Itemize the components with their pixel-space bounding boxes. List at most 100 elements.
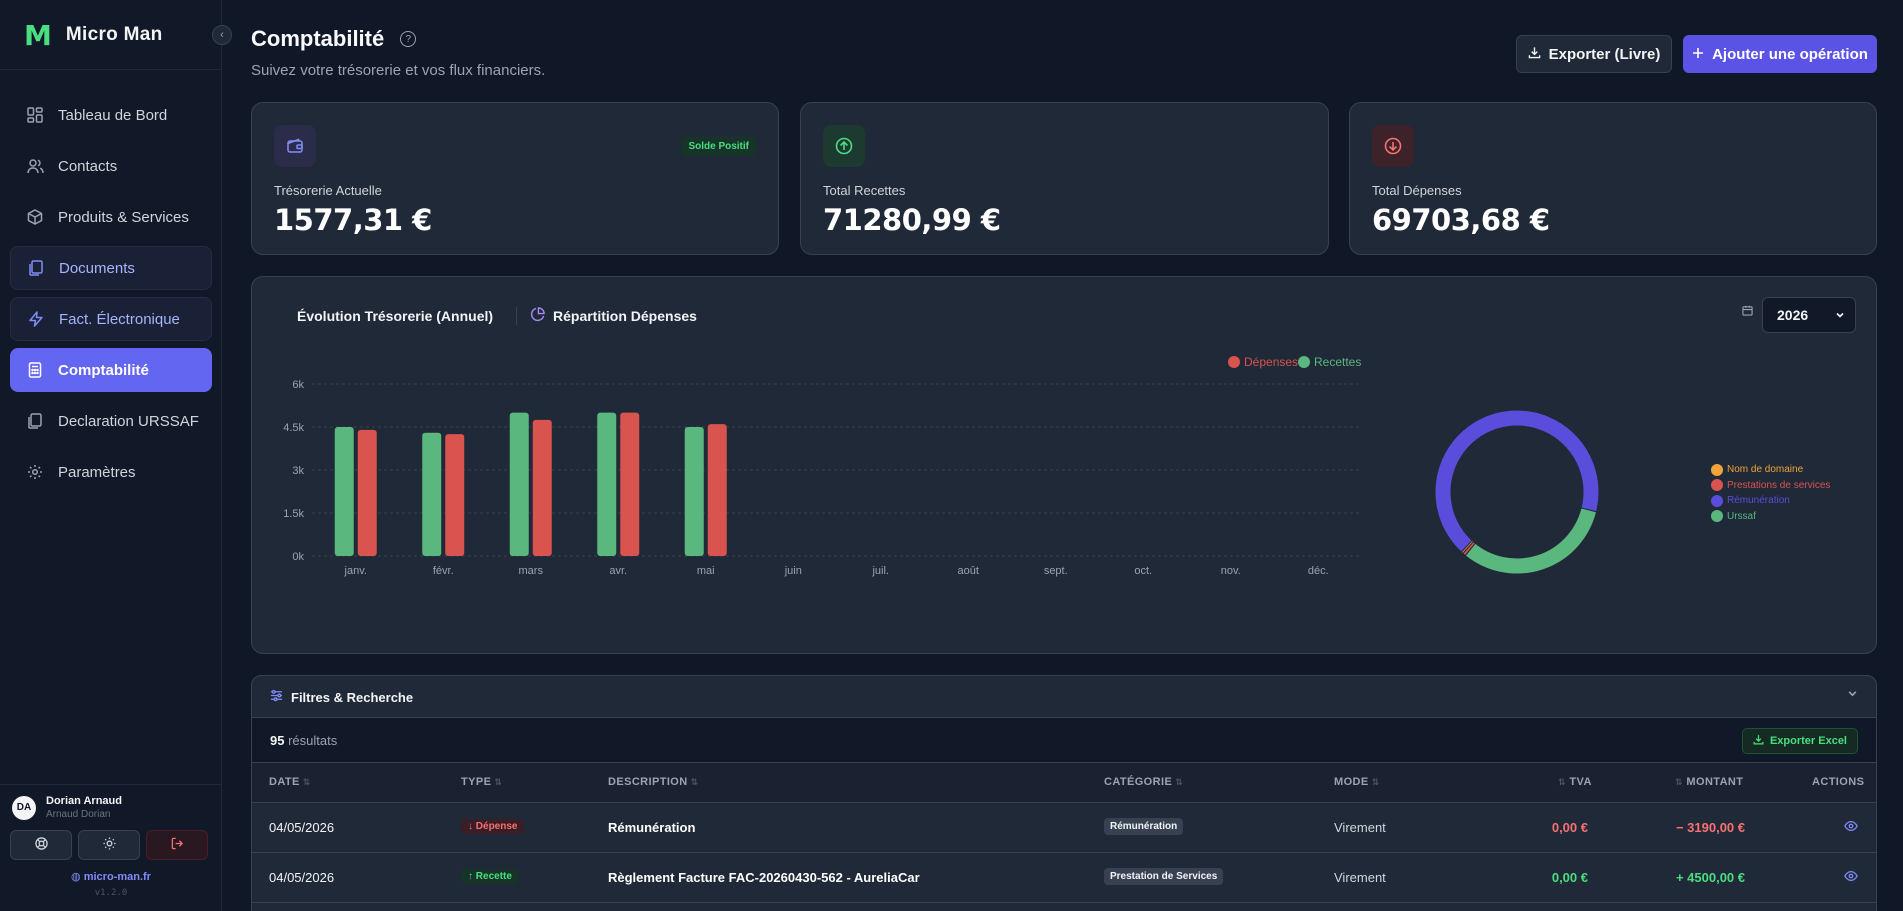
- logout-button[interactable]: [146, 830, 208, 860]
- sidebar-item-e-invoice[interactable]: Fact. Électronique: [10, 297, 212, 341]
- export-excel-button[interactable]: Exporter Excel: [1741, 728, 1858, 754]
- user-name: Dorian Arnaud: [46, 795, 122, 807]
- dashboard-icon: [26, 106, 44, 124]
- theme-toggle-button[interactable]: [78, 830, 140, 860]
- site-link[interactable]: ◍ micro-man.fr: [0, 870, 222, 883]
- operations-table: DATE ⇅ TYPE ⇅ DESCRIPTION ⇅ CATÉGORIE ⇅ MODE…: [251, 763, 1877, 911]
- category-badge: Prestation de Services: [1104, 868, 1224, 885]
- arrow-down-circle-icon: [1372, 125, 1414, 167]
- calculator-icon: [26, 361, 44, 379]
- sidebar-item-label: Declaration URSSAF: [58, 412, 199, 430]
- divider: [0, 784, 222, 785]
- table-row[interactable]: 04/05/2026 ↑ Recette Règlement Facture F…: [252, 853, 1876, 903]
- y-tick-label: 3k: [292, 465, 304, 477]
- arrow-up-circle-icon: [823, 125, 865, 167]
- column-header-tva[interactable]: ⇅ TVA: [1555, 776, 1592, 788]
- sidebar-item-urssaf[interactable]: Declaration URSSAF: [10, 399, 212, 443]
- cell-date: 04/05/2026: [269, 820, 335, 835]
- table-row[interactable]: 04/05/2026 ↓ Dépense Rémunération Rémuné…: [252, 803, 1876, 853]
- sort-icon: ⇅: [1371, 777, 1380, 787]
- add-operation-button[interactable]: Ajouter une opération: [1683, 35, 1877, 73]
- stat-label: Trésorerie Actuelle: [274, 183, 382, 198]
- tab-repartition-label: Répartition Dépenses: [553, 308, 697, 324]
- column-header-mode[interactable]: MODE ⇅: [1334, 776, 1380, 788]
- column-header-date[interactable]: DATE ⇅: [269, 776, 311, 788]
- brand[interactable]: M Micro Man: [24, 19, 163, 52]
- view-icon[interactable]: [1844, 869, 1858, 886]
- legend-label-depenses: Dépenses: [1244, 355, 1298, 369]
- user-profile[interactable]: DA Dorian Arnaud Arnaud Dorian: [12, 795, 122, 820]
- bar-recettes: [334, 427, 354, 556]
- x-tick-label: déc.: [1308, 565, 1329, 577]
- year-select[interactable]: 2026: [1762, 297, 1856, 333]
- users-icon: [26, 157, 44, 175]
- donut-legend-item: Urssaf: [1711, 509, 1830, 525]
- status-badge: Solde Positif: [681, 137, 756, 156]
- sidebar-item-settings[interactable]: Paramètres: [10, 450, 212, 494]
- results-count: 95 résultats: [270, 733, 337, 748]
- add-operation-label: Ajouter une opération: [1712, 45, 1868, 63]
- legend-label: Nom de domaine: [1727, 464, 1804, 476]
- sidebar-item-documents[interactable]: Documents: [10, 246, 212, 290]
- user-actions: [10, 830, 208, 860]
- avatar: DA: [12, 795, 36, 820]
- lightning-icon: [27, 310, 45, 328]
- wallet-icon: [274, 125, 316, 167]
- page-subtitle: Suivez votre trésorerie et vos flux fina…: [251, 62, 546, 79]
- cell-mode: Virement: [1334, 820, 1386, 835]
- user-subtitle: Arnaud Dorian: [46, 809, 111, 820]
- site-link-label: micro-man.fr: [83, 871, 151, 883]
- column-header-type[interactable]: TYPE ⇅: [461, 776, 502, 788]
- column-header-description[interactable]: DESCRIPTION ⇅: [608, 776, 699, 788]
- bar-depenses: [620, 412, 640, 556]
- y-tick-label: 0k: [292, 551, 304, 563]
- stat-value: 69703,68 €: [1372, 203, 1550, 237]
- sidebar-item-label: Documents: [59, 259, 135, 277]
- bar-recettes: [684, 427, 704, 556]
- sidebar-collapse-button[interactable]: ‹: [212, 25, 232, 45]
- legend-swatch-recettes: [1298, 356, 1310, 368]
- tab-evolution[interactable]: Évolution Trésorerie (Annuel): [297, 308, 494, 324]
- table-header: DATE ⇅ TYPE ⇅ DESCRIPTION ⇅ CATÉGORIE ⇅ MODE…: [252, 763, 1876, 803]
- legend-swatch: [1711, 494, 1723, 507]
- sidebar-item-dashboard[interactable]: Tableau de Bord: [10, 93, 212, 137]
- column-header-label: TYPE: [461, 776, 492, 788]
- lifebuoy-icon: [34, 837, 48, 853]
- download-icon: [1528, 46, 1541, 63]
- tab-repartition[interactable]: Répartition Dépenses: [530, 307, 697, 325]
- chevron-left-icon: ‹: [220, 29, 224, 41]
- sidebar-item-products[interactable]: Produits & Services: [10, 195, 212, 239]
- filters-title: Filtres & Recherche: [291, 689, 414, 705]
- filters-panel[interactable]: Filtres & Recherche: [251, 675, 1877, 718]
- column-header-category[interactable]: CATÉGORIE ⇅: [1104, 776, 1183, 788]
- type-badge-income: ↑ Recette: [461, 869, 519, 884]
- brand-name: Micro Man: [65, 24, 163, 45]
- chevron-down-icon[interactable]: [1847, 688, 1858, 702]
- cell-description: Règlement Facture FAC-20260430-562 - Aur…: [608, 870, 920, 885]
- column-header-amount[interactable]: ⇅ MONTANT: [1672, 776, 1743, 788]
- help-icon[interactable]: ?: [400, 31, 417, 47]
- y-tick-label: 1.5k: [283, 508, 304, 520]
- x-tick-label: mai: [697, 565, 715, 577]
- export-ledger-button[interactable]: Exporter (Livre): [1516, 35, 1672, 73]
- cell-amount: − 3190,00 €: [1675, 820, 1745, 835]
- sidebar-nav: Tableau de Bord Contacts Produits & Serv…: [10, 93, 212, 501]
- sort-icon: ⇅: [1175, 777, 1184, 787]
- sort-icon: ⇅: [1675, 777, 1683, 787]
- sidebar-item-label: Fact. Électronique: [59, 310, 180, 328]
- x-tick-label: janv.: [344, 565, 367, 577]
- y-tick-label: 4.5k: [283, 422, 304, 434]
- chart-panel: Évolution Trésorerie (Annuel) Répartitio…: [251, 276, 1877, 654]
- donut-legend-item: Nom de domaine: [1711, 462, 1830, 478]
- support-button[interactable]: [10, 830, 72, 860]
- donut-legend-item: Rémunération: [1711, 493, 1830, 509]
- sun-icon: [102, 837, 116, 853]
- sidebar-item-label: Comptabilité: [58, 361, 149, 379]
- x-tick-label: nov.: [1221, 565, 1241, 577]
- legend-label: Prestations de services: [1727, 479, 1831, 491]
- view-icon[interactable]: [1844, 819, 1858, 836]
- x-tick-label: févr.: [433, 565, 454, 577]
- sidebar-item-contacts[interactable]: Contacts: [10, 144, 212, 188]
- gear-icon: [26, 463, 44, 481]
- sidebar-item-accounting[interactable]: Comptabilité: [10, 348, 212, 392]
